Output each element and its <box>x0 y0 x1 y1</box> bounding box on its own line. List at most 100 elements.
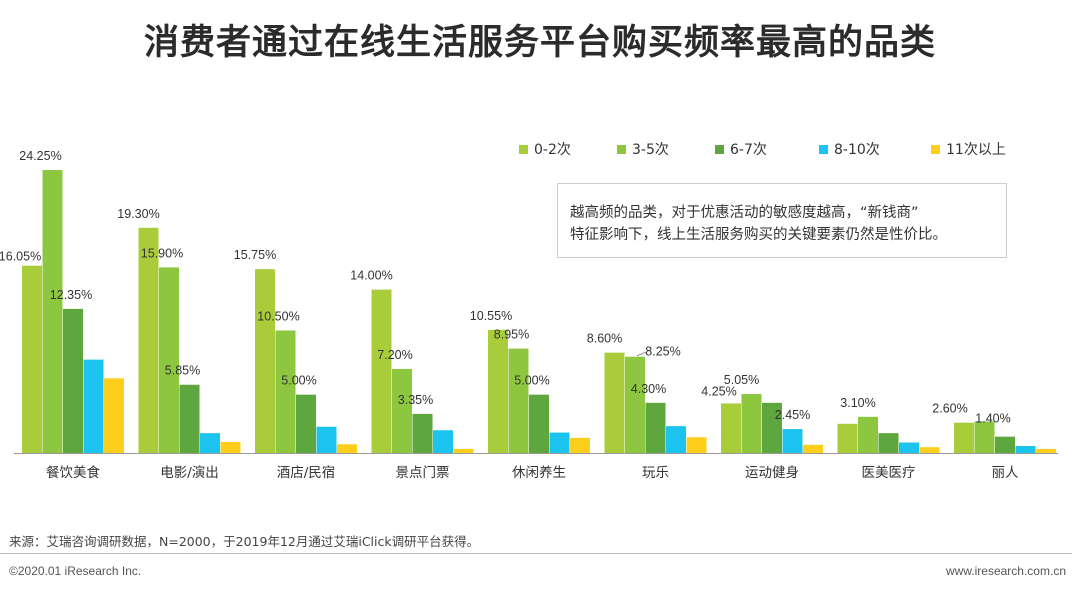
data-label: 5.85% <box>165 364 200 378</box>
bar-5-1 <box>625 356 645 453</box>
bar-6-1 <box>741 394 762 453</box>
bar-6-4 <box>803 444 823 453</box>
bar-5-0 <box>604 352 625 453</box>
legend-swatch-0-2 <box>519 144 528 154</box>
data-label-leader-line <box>636 351 648 357</box>
bar-2-4 <box>337 444 357 453</box>
legend-label-8-10: 8-10次 <box>834 142 880 158</box>
data-label: 14.00% <box>350 269 392 283</box>
bar-5-2 <box>645 402 666 453</box>
bar-chart: 餐饮美食 电影/演出 酒店/民宿 景点门票 休闲养生 玩乐 运动健身 医美医疗 丽人 16.05%… <box>0 149 1058 481</box>
bar-2-0 <box>255 269 275 453</box>
x-tick-label: 玩乐 <box>642 465 669 481</box>
bar-8-4 <box>1036 448 1056 453</box>
bar-4-1 <box>508 348 529 453</box>
legend-item-0-2: 0-2次 <box>519 139 617 159</box>
bar-5-4 <box>686 437 707 453</box>
bar-1-4 <box>220 441 241 453</box>
x-tick-label: 酒店/民宿 <box>277 464 336 481</box>
bar-7-2 <box>878 433 899 453</box>
data-label: 5.05% <box>724 373 759 387</box>
bar-8-2 <box>995 436 1015 453</box>
bar-0-2 <box>63 308 83 453</box>
bar-5-3 <box>666 426 686 453</box>
bar-6-2 <box>762 402 782 453</box>
data-label: 5.00% <box>514 374 549 388</box>
data-label: 4.25% <box>701 384 736 398</box>
legend-swatch-11-plus <box>931 144 940 154</box>
data-label: 3.10% <box>840 396 875 410</box>
bar-2-2 <box>296 394 316 453</box>
legend-item-8-10: 8-10次 <box>819 139 931 159</box>
legend: 0-2次 3-5次 6-7次 8-10次 11次以上 <box>519 139 1006 159</box>
bar-0-1 <box>42 170 63 453</box>
data-source-note: 来源：艾瑞咨询调研数据，N=2000，于2019年12月通过艾瑞iClick调研… <box>9 534 480 549</box>
bar-4-4 <box>570 437 590 453</box>
bar-4-3 <box>549 432 570 453</box>
data-label: 15.90% <box>141 246 183 260</box>
legend-label-6-7: 6-7次 <box>730 142 767 158</box>
bar-3-0 <box>371 289 392 453</box>
legend-swatch-8-10 <box>819 144 828 154</box>
legend-item-11-plus: 11次以上 <box>931 139 1006 159</box>
data-label: 8.25% <box>645 345 680 359</box>
chart-title: 消费者通过在线生活服务平台购买频率最高的品类 <box>143 23 936 63</box>
data-label: 1.40% <box>975 412 1010 426</box>
bar-8-1 <box>974 421 995 453</box>
data-label: 5.00% <box>281 374 316 388</box>
insight-note-line-1: 越高频的品类，对于优惠活动的敏感度越高，“新钱商” <box>570 205 919 221</box>
data-label: 24.25% <box>19 149 61 163</box>
bar-0-3 <box>83 359 104 453</box>
bar-3-3 <box>433 430 453 453</box>
x-tick-label: 运动健身 <box>745 465 799 481</box>
bar-0-0 <box>22 265 42 453</box>
bar-1-1 <box>159 267 179 453</box>
data-label: 7.20% <box>377 348 412 362</box>
bar-8-0 <box>954 422 974 453</box>
legend-item-3-5: 3-5次 <box>617 139 715 159</box>
legend-item-6-7: 6-7次 <box>715 139 819 159</box>
website-link[interactable]: www.iresearch.com.cn <box>945 564 1066 578</box>
data-label: 15.75% <box>234 248 276 262</box>
legend-label-11-plus: 11次以上 <box>946 142 1006 158</box>
bar-2-1 <box>275 330 296 453</box>
data-label: 16.05% <box>0 250 41 264</box>
footer-divider <box>0 553 1072 554</box>
bar-8-3 <box>1015 445 1036 453</box>
x-tick-label: 丽人 <box>992 465 1020 481</box>
data-label: 2.45% <box>775 408 810 422</box>
data-label: 8.95% <box>494 328 529 342</box>
bar-7-4 <box>919 447 940 453</box>
bar-1-2 <box>179 384 200 453</box>
bar-7-3 <box>899 442 919 453</box>
data-label: 4.30% <box>631 382 666 396</box>
data-label: 2.60% <box>932 402 967 416</box>
legend-swatch-6-7 <box>715 144 724 154</box>
bar-7-1 <box>858 416 878 453</box>
data-label: 3.35% <box>398 393 433 407</box>
copyright-text: ©2020.01 iResearch Inc. <box>9 564 142 578</box>
data-label: 10.55% <box>470 309 512 323</box>
data-label: 19.30% <box>117 207 159 221</box>
legend-label-3-5: 3-5次 <box>632 142 669 158</box>
bar-3-2 <box>412 413 433 453</box>
legend-label-0-2: 0-2次 <box>534 142 571 158</box>
bar-4-0 <box>488 329 508 453</box>
bar-0-4 <box>104 378 124 453</box>
bar-7-0 <box>837 423 858 453</box>
insight-note-box: 越高频的品类，对于优惠活动的敏感度越高，“新钱商” 特征影响下，线上生活服务购买… <box>557 183 1007 258</box>
legend-swatch-3-5 <box>617 144 626 154</box>
data-label: 10.50% <box>257 309 299 323</box>
data-label: 12.35% <box>50 288 92 302</box>
x-tick-label: 餐饮美食 <box>46 464 100 481</box>
bar-3-1 <box>392 368 412 453</box>
bar-2-3 <box>316 426 337 453</box>
bar-4-2 <box>529 394 549 453</box>
x-tick-label: 医美医疗 <box>862 465 916 481</box>
x-tick-label: 电影/演出 <box>160 465 219 481</box>
data-label: 8.60% <box>587 332 622 346</box>
x-tick-label: 休闲养生 <box>512 465 566 481</box>
insight-note-line-2: 特征影响下，线上生活服务购买的关键要素仍然是性价比。 <box>570 227 947 243</box>
x-tick-label: 景点门票 <box>396 465 450 481</box>
bar-1-0 <box>138 227 159 453</box>
